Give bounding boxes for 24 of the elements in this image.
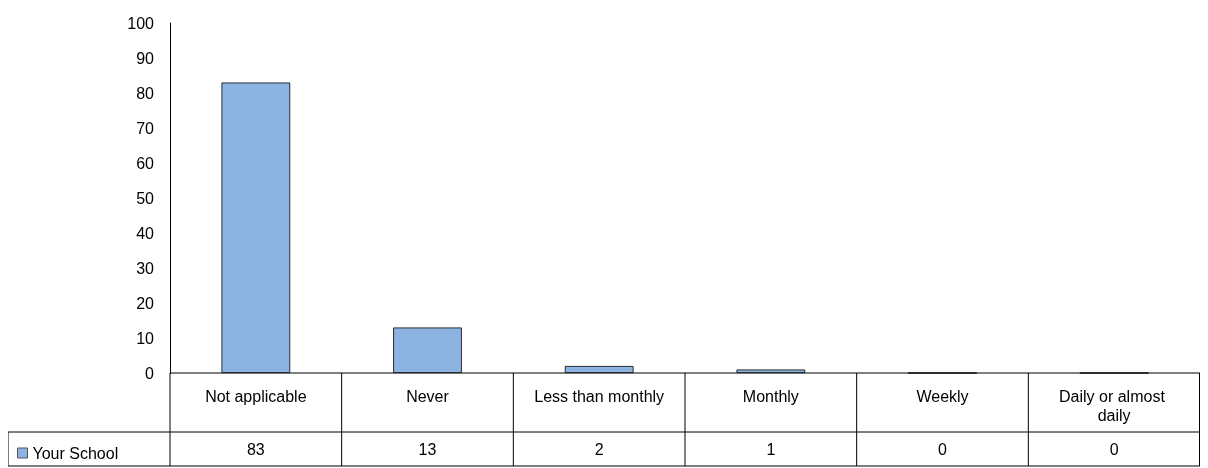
y-tick-label: 80 [136,84,155,102]
x-tick-label: Monthly [742,388,799,405]
y-tick-label: 20 [136,294,155,312]
y-tick-label: 50 [136,189,155,207]
data-label: 2 [594,440,604,458]
y-tick-label: 40 [136,224,155,242]
legend-label: Your School [32,444,119,462]
y-tick-label: 10 [136,329,155,347]
x-tick-label: Less than monthly [534,388,665,405]
y-tick-label: 70 [136,119,155,137]
y-tick-label: 0 [145,364,155,382]
x-tick-label: Never [406,388,450,405]
data-label: 0 [938,440,948,458]
data-label: 1 [766,440,776,458]
y-tick-label: 60 [136,154,155,172]
data-label: 83 [246,440,265,458]
x-tick-label: Weekly [916,388,969,405]
y-tick-label: 100 [127,14,155,32]
y-tick-label: 90 [136,49,155,67]
data-label: 0 [1109,440,1119,458]
x-tick-label: Daily or almost daily [1059,388,1170,424]
y-tick-label: 30 [136,259,155,277]
data-label: 13 [418,440,437,458]
x-tick-label: Not applicable [205,388,307,405]
